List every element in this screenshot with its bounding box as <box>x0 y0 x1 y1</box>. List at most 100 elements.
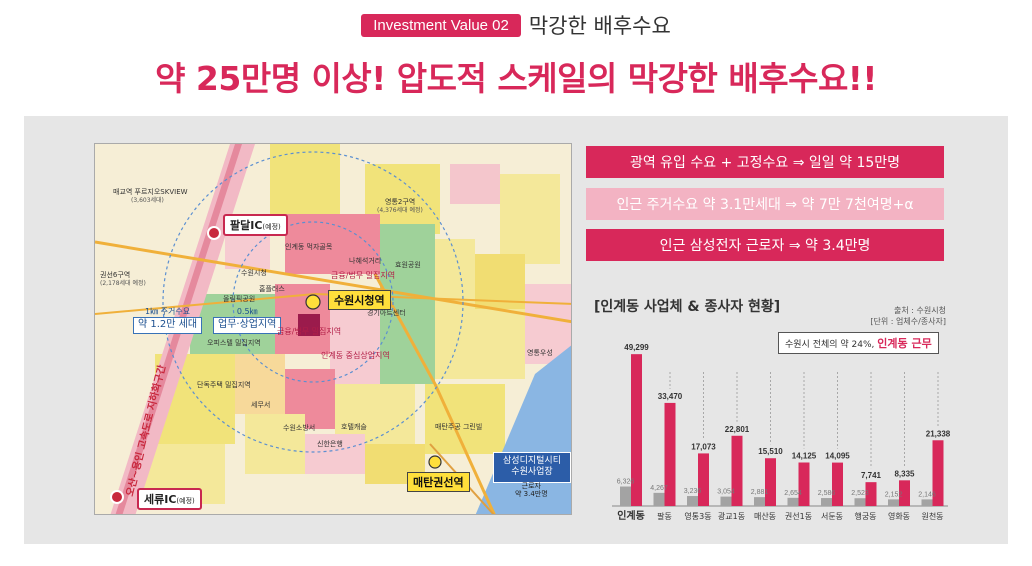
section-header: Investment Value 02 막강한 배후수요 <box>0 10 1032 40</box>
category-label: 원천동 <box>921 511 943 521</box>
map-label: 인계동 먹자골목 <box>285 243 333 251</box>
seryu-ic-label: 세류IC(예정) <box>137 488 202 510</box>
map-label: 홈플러스 <box>259 285 285 293</box>
category-label: 매산동 <box>754 511 776 521</box>
value-label-businesses: 3,236 <box>684 488 702 495</box>
category-label: 광교1동 <box>718 511 745 521</box>
map-label: 매교역 푸르지오SKVIEW <box>113 188 188 196</box>
bar-businesses <box>921 499 933 506</box>
bar-businesses <box>821 498 832 506</box>
map-label: 나혜석거리 <box>349 257 382 265</box>
zone-tag: 금융/법무 밀집지역 <box>277 327 342 336</box>
source-line: 출처 : 수원시청 <box>894 306 946 315</box>
samsung-workers-value: 약 3.4만명 <box>515 490 548 499</box>
bar-workers <box>932 440 944 506</box>
value-label-workers: 7,741 <box>861 471 882 480</box>
business-worker-chart: 6,326 49,299 인계동 4,267 33,470 팔동 3,236 17,073 영통… <box>612 343 951 522</box>
paldal-ic-label: 팔달IC(예정) <box>223 214 288 236</box>
value-label-workers: 14,125 <box>792 451 817 460</box>
map-label: 호텔캐슬 <box>341 423 367 431</box>
value-label-businesses: 6,326 <box>617 479 635 486</box>
demand-banner-regional: 광역 유입 수요 + 고정수요 ⇒ 일일 약 15만명 <box>586 146 944 178</box>
value-label-businesses: 2,586 <box>818 490 836 497</box>
bar-workers <box>899 480 910 506</box>
bar-workers <box>698 453 709 506</box>
map-label: 권선6구역 <box>100 271 131 279</box>
bar-workers <box>631 354 642 506</box>
value-label-workers: 21,338 <box>926 429 951 438</box>
value-label-businesses: 2,152 <box>885 491 903 498</box>
callout-text: 수원시 전체의 약 24%, <box>785 340 875 350</box>
paldal-ic-marker <box>207 226 221 240</box>
content-panel: 팔달IC(예정) 세류IC(예정) 수원시청역 매탄권선역 1㎞ 주거수요 약 … <box>24 116 1008 544</box>
map-label: 영통2구역 <box>385 198 416 206</box>
bar-businesses <box>754 497 765 506</box>
seryu-ic-marker <box>110 490 124 504</box>
city-hall-station-label: 수원시청역 <box>328 290 391 310</box>
map-label: 오피스텔 밀집지역 <box>207 339 261 347</box>
maetan-station-label: 매탄권선역 <box>407 472 470 492</box>
value-label-businesses: 2,146 <box>918 491 936 498</box>
radius-1km-value: 약 1.2만 세대 <box>133 317 203 334</box>
bar-businesses <box>854 498 866 506</box>
samsung-workers: 근로자 약 3.4만명 <box>515 482 548 499</box>
zone-tag: 금융/법무 밀집지역 <box>331 271 396 280</box>
location-map: 팔달IC(예정) 세류IC(예정) 수원시청역 매탄권선역 1㎞ 주거수요 약 … <box>94 143 572 515</box>
bar-workers <box>832 462 843 506</box>
category-label: 인계동 <box>617 509 645 522</box>
source-line: [단위 : 업체수/종사자] <box>870 317 946 327</box>
chart-title: [인계동 사업체 & 종사자 현황] <box>594 299 781 315</box>
section-pill: Investment Value 02 <box>361 13 521 37</box>
map-label: 매탄주공 그린빌 <box>435 423 483 431</box>
bar-workers <box>765 458 776 506</box>
zone-tag: 인계동 중심상업지역 <box>321 351 390 360</box>
radius-1km-caption: 1㎞ 주거수요 <box>144 307 191 316</box>
category-label: 행궁동 <box>854 511 876 521</box>
map-label: 단독주택 밀집지역 <box>197 381 251 389</box>
radius-05km-caption: 0.5㎞ <box>236 307 258 316</box>
samsung-workers-caption: 근로자 <box>521 482 541 490</box>
bar-businesses <box>720 496 732 506</box>
map-label: (3,603세대) <box>131 197 164 204</box>
demand-banner-residential: 인근 주거수요 약 3.1만세대 ⇒ 약 7만 7천여명+α <box>586 188 944 220</box>
value-label-businesses: 4,267 <box>650 485 668 492</box>
page-headline: 약 25만명 이상! 압도적 스케일의 막강한 배후수요!! <box>155 59 877 98</box>
bar-workers <box>865 482 877 506</box>
value-label-workers: 15,510 <box>758 447 783 456</box>
demand-banner-samsung: 인근 삼성전자 근로자 ⇒ 약 3.4만명 <box>586 229 944 261</box>
radius-05km-value: 업무·상업지역 <box>213 317 282 334</box>
category-label: 권선1동 <box>785 511 812 521</box>
category-label: 영화동 <box>888 511 910 521</box>
map-label: 올림픽공원 <box>223 295 256 303</box>
map-label: 신한은행 <box>317 440 343 448</box>
category-label: 팔동 <box>657 511 672 521</box>
section-subtitle: 막강한 배후수요 <box>528 14 671 38</box>
value-label-workers: 22,801 <box>725 425 750 434</box>
value-label-workers: 33,470 <box>658 392 683 401</box>
bar-businesses <box>653 492 665 506</box>
chart-callout: 수원시 전체의 약 24%, 인계동 근무 <box>778 332 939 354</box>
map-label: (2,178세대 예정) <box>100 280 146 287</box>
value-label-workers: 8,335 <box>894 469 915 478</box>
chart-source: 출처 : 수원시청 [단위 : 업체수/종사자] <box>870 305 946 327</box>
radius-05km-tag: 0.5㎞ 업무·상업지역 <box>213 307 282 334</box>
value-label-workers: 14,095 <box>825 452 850 461</box>
bar-workers <box>798 462 810 506</box>
bar-businesses <box>888 499 899 506</box>
value-label-businesses: 2,881 <box>751 489 769 496</box>
map-label: 영통우성 <box>527 349 553 357</box>
value-label-businesses: 2,523 <box>851 490 869 497</box>
radius-1km-tag: 1㎞ 주거수요 약 1.2만 세대 <box>133 307 203 334</box>
map-label: 경기아트센터 <box>367 309 406 317</box>
value-label-workers: 17,073 <box>691 442 716 451</box>
value-label-businesses: 3,054 <box>717 489 735 496</box>
bar-businesses <box>787 497 799 506</box>
category-label: 영통3동 <box>684 511 711 521</box>
value-label-workers: 49,299 <box>624 343 649 352</box>
map-label: 수원소방서 <box>283 424 316 432</box>
bar-businesses <box>620 486 631 506</box>
bar-workers <box>664 402 676 506</box>
bar-businesses <box>687 496 698 506</box>
map-label: 수원시청 <box>241 269 267 277</box>
bar-workers <box>731 435 743 506</box>
